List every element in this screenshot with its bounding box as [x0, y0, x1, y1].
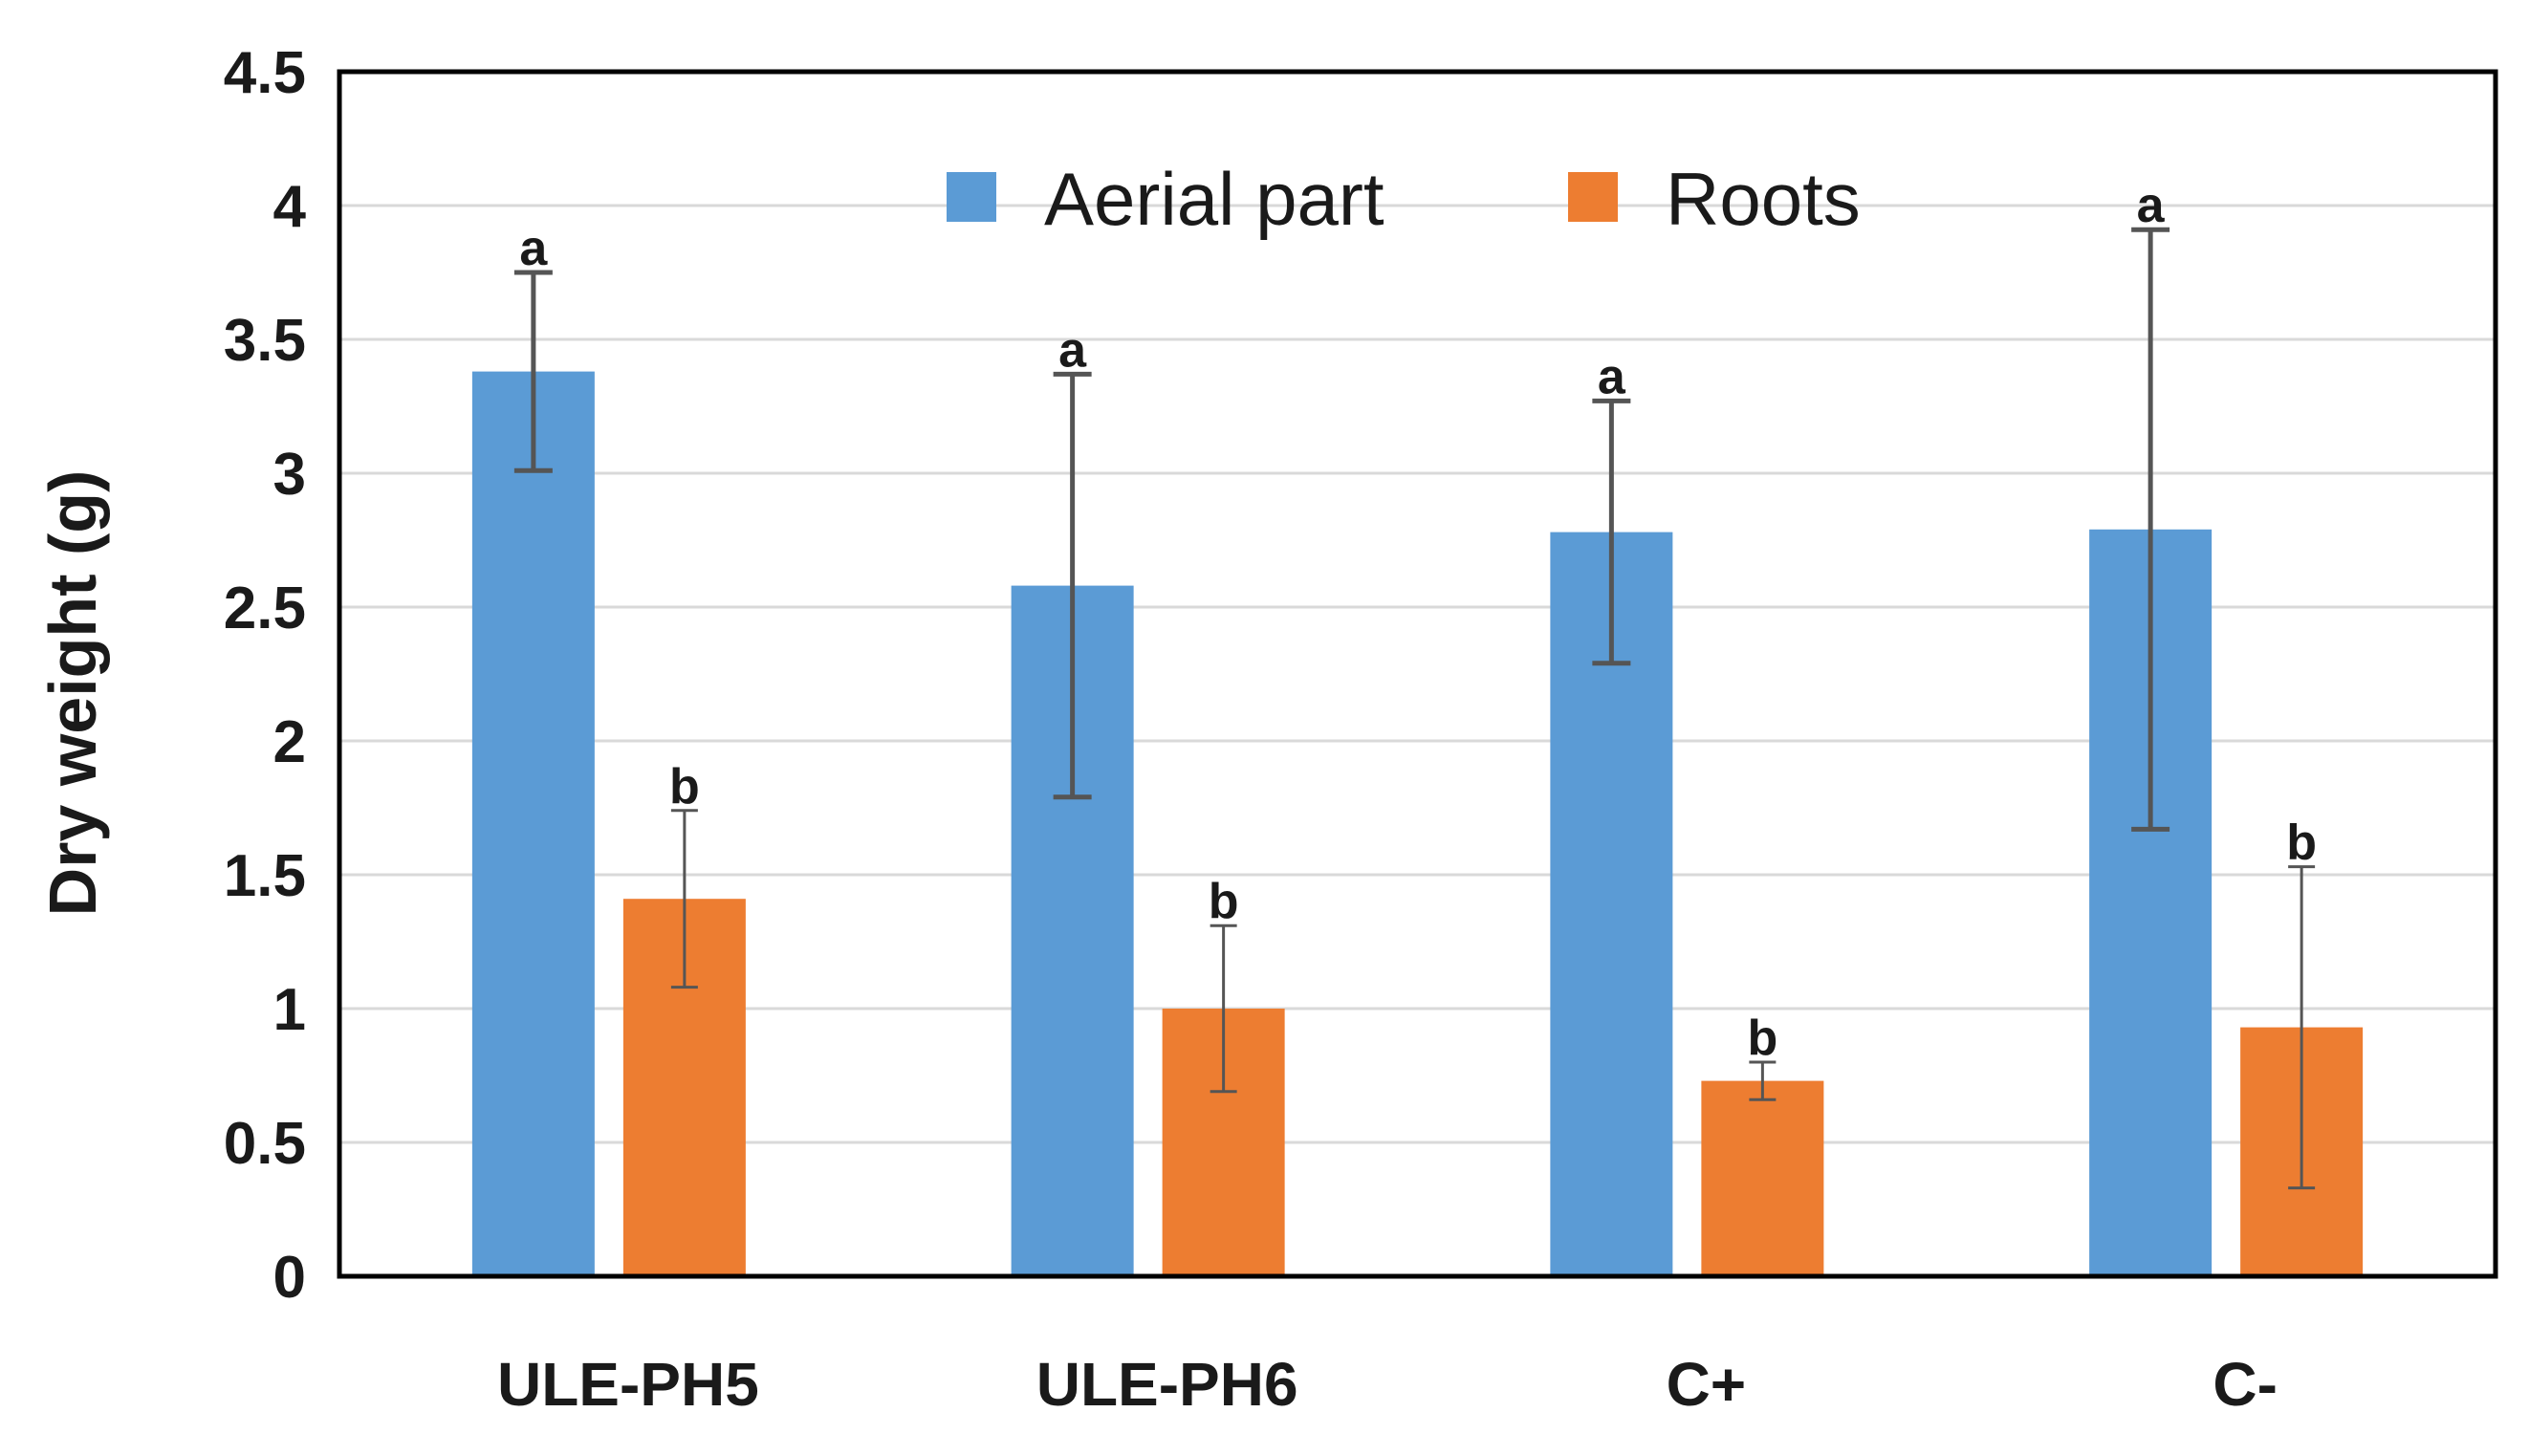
y-tick-label: 2: [273, 709, 306, 775]
significance-labels: a b a b a b a b: [519, 178, 2317, 1066]
y-tick-label: 0: [273, 1245, 306, 1311]
legend-label: Roots: [1666, 157, 1861, 241]
x-category-label: C-: [2213, 1350, 2278, 1419]
legend-label: Aerial part: [1044, 157, 1384, 241]
x-axis-labels: ULE-PH5 ULE-PH6 C+ C-: [497, 1350, 2278, 1419]
x-category-label: C+: [1667, 1350, 1747, 1419]
bar-roots: [1701, 1080, 1824, 1276]
y-axis-ticks: 0 0.5 1 1.5 2 2.5 3 3.5 4 4.5: [224, 40, 307, 1311]
significance-label: b: [1747, 1011, 1777, 1066]
plot-area-frame: [337, 69, 2498, 1279]
y-tick-label: 4.5: [224, 40, 306, 106]
y-tick-label: 1.5: [224, 843, 306, 909]
legend-swatch-aerial-part: [947, 172, 996, 222]
y-tick-label: 1: [273, 977, 306, 1043]
error-bars: [513, 227, 2316, 1190]
y-tick-label: 3.5: [224, 308, 306, 374]
legend-swatch-roots: [1568, 172, 1618, 222]
legend: Aerial part Roots: [947, 157, 1861, 241]
significance-label: a: [519, 221, 548, 276]
y-tick-label: 3: [273, 442, 306, 508]
significance-label: b: [2286, 815, 2317, 871]
x-category-label: ULE-PH6: [1036, 1350, 1298, 1419]
significance-label: b: [669, 759, 700, 815]
significance-label: a: [1058, 322, 1087, 378]
significance-label: a: [2137, 178, 2166, 233]
y-tick-label: 2.5: [224, 576, 306, 641]
y-tick-label: 0.5: [224, 1111, 306, 1177]
significance-label: a: [1598, 349, 1626, 404]
significance-label: b: [1209, 874, 1239, 929]
y-tick-label: 4: [273, 174, 307, 240]
bar-aerial-part: [471, 371, 595, 1277]
x-category-label: ULE-PH5: [497, 1350, 759, 1419]
y-axis-title: Dry weight (g): [35, 470, 110, 917]
